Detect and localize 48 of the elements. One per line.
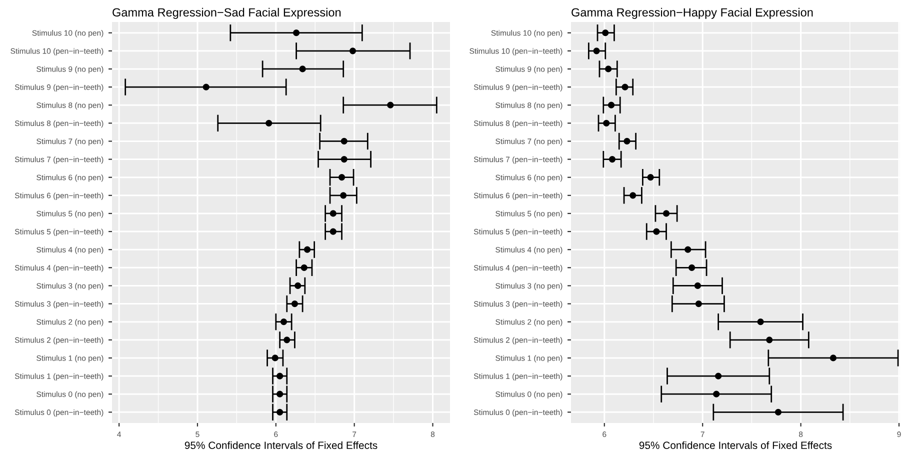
point	[300, 264, 308, 271]
point	[340, 192, 347, 199]
point	[608, 156, 616, 163]
point	[202, 84, 210, 90]
point	[695, 300, 702, 308]
point	[605, 66, 612, 72]
point	[272, 354, 278, 362]
point	[713, 390, 720, 398]
point	[608, 102, 615, 108]
point	[684, 246, 692, 253]
point	[653, 228, 660, 235]
point	[304, 246, 311, 253]
point	[276, 372, 284, 380]
point	[688, 264, 696, 271]
point	[280, 318, 288, 326]
point	[266, 120, 272, 126]
chart-title: Gamma Regression−Happy Facial Expression	[572, 8, 813, 19]
point	[715, 372, 722, 380]
point	[284, 336, 290, 344]
point	[603, 120, 610, 126]
point	[291, 300, 298, 308]
point	[593, 48, 600, 54]
x-axis-title: 95% Confidence Intervals of Fixed Effects	[184, 441, 378, 450]
point	[766, 336, 773, 344]
point	[662, 210, 670, 217]
point	[774, 408, 782, 416]
point	[294, 282, 302, 290]
point	[602, 30, 609, 36]
point	[349, 48, 356, 54]
point	[276, 390, 284, 398]
point	[340, 138, 348, 145]
point	[340, 156, 348, 163]
point	[338, 174, 346, 181]
point	[624, 138, 630, 145]
point	[330, 210, 336, 217]
point	[276, 408, 284, 416]
point	[293, 30, 300, 36]
x-axis-title: 95% Confidence Intervals of Fixed Effects	[639, 441, 832, 450]
point	[830, 354, 837, 362]
chart-title: Gamma Regression−Sad Facial Expression	[112, 8, 341, 19]
point	[387, 102, 394, 108]
point	[330, 228, 336, 235]
point	[757, 318, 764, 326]
point	[647, 174, 654, 181]
point	[622, 84, 628, 90]
point	[299, 66, 306, 72]
point	[694, 282, 701, 290]
point	[630, 192, 636, 199]
